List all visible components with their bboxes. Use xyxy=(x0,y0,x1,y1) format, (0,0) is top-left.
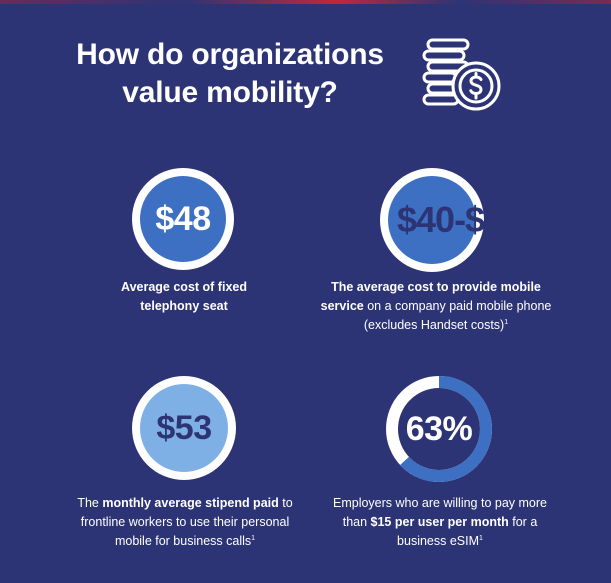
top-decorative-strip xyxy=(0,0,611,4)
money-coins-icon xyxy=(422,38,501,111)
stat-circle-48: $48 xyxy=(132,168,234,270)
caption-rest: on a company paid mobile phone (excludes… xyxy=(363,299,552,332)
stat-circle-53: $53 xyxy=(132,376,236,480)
stat-caption-53: The monthly average stipend paid to fron… xyxy=(62,494,308,551)
stat-value-53: $53 xyxy=(156,408,212,447)
stat-value-48: $48 xyxy=(155,199,211,238)
donut-arc-63 xyxy=(386,376,492,482)
stat-circle-40-50: $40-$50 xyxy=(380,168,523,272)
stat-circle-40-50-fill xyxy=(388,176,476,264)
footnote-marker: 1 xyxy=(251,534,256,542)
stat-caption-63: Employers who are willing to pay more th… xyxy=(330,494,550,551)
caption-rest: for a business eSIM xyxy=(397,515,538,548)
stat-value-40-50: $40-$50 xyxy=(397,199,523,240)
caption-pre: Employers who are willing to pay more th… xyxy=(333,496,547,529)
caption-bold: monthly average stipend paid xyxy=(102,496,279,510)
stat-caption-40-50: The average cost to provide mobile servi… xyxy=(318,278,554,335)
stat-circle-53-fill xyxy=(140,384,228,472)
percent-donut xyxy=(386,376,492,482)
footnote-marker: 1 xyxy=(504,318,509,326)
stat-value-63: 63% xyxy=(405,409,473,448)
caption-bold: $15 per user per month xyxy=(370,515,509,529)
caption-rest: to frontline workers to use their person… xyxy=(80,496,293,548)
stat-circle-48-fill xyxy=(140,176,226,262)
stat-caption-48: Average cost of fixed telephony seat xyxy=(121,280,247,313)
caption-bold: The average cost to provide mobile servi… xyxy=(320,280,541,313)
caption-pre: The xyxy=(77,496,103,510)
footnote-marker: 1 xyxy=(479,534,483,542)
page-title: How do organizations value mobility? xyxy=(76,38,384,109)
